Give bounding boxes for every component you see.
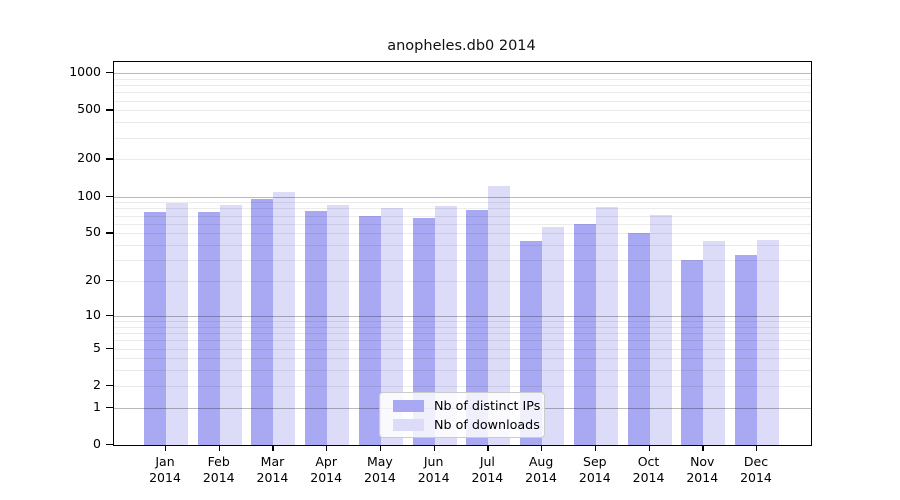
ytick-mark-100 [106,195,113,197]
legend-label-nb-of-downloads: Nb of downloads [434,417,540,432]
ytick-label-500: 500 [77,101,101,117]
bar-nb-of-distinct-ips-mar-2014 [251,198,274,445]
xtick-label-apr-2014: Apr 2014 [310,454,343,485]
bar-nb-of-distinct-ips-nov-2014 [681,260,704,445]
xtick-label-jul-2014: Jul 2014 [471,454,504,485]
chart-title: anopheles.db0 2014 [387,38,536,54]
xtick-mark-nov-2014 [702,445,704,451]
ytick-label-20: 20 [85,272,101,288]
bar-nb-of-distinct-ips-jun-2014 [412,217,435,445]
xtick-label-may-2014: May 2014 [364,454,396,485]
ytick-label-1000: 1000 [69,64,101,79]
bar-nb-of-downloads-dec-2014 [756,240,779,445]
legend-swatch-nb-of-downloads [393,418,424,431]
xtick-label-sep-2014: Sep 2014 [578,454,611,485]
ytick-label-0: 0 [93,436,101,451]
legend-swatch-nb-of-distinct-ips [393,399,424,412]
xtick-label-jun-2014: Jun 2014 [417,454,450,485]
ytick-label-100: 100 [77,187,101,203]
bar-nb-of-downloads-sep-2014 [595,207,618,445]
xtick-mark-jul-2014 [487,445,489,451]
xtick-mark-mar-2014 [272,445,274,451]
ytick-mark-1 [106,406,113,408]
ytick-label-10: 10 [85,306,101,322]
xtick-label-oct-2014: Oct 2014 [632,454,665,485]
bar-nb-of-downloads-jul-2014 [488,185,511,445]
xtick-mark-oct-2014 [648,445,650,451]
bar-nb-of-downloads-apr-2014 [327,204,350,445]
bar-nb-of-distinct-ips-dec-2014 [734,255,757,445]
ytick-mark-0 [106,444,113,446]
ytick-mark-10 [106,314,113,317]
legend: Nb of distinct IPs Nb of downloads [379,392,545,438]
xtick-label-aug-2014: Aug 2014 [525,454,557,485]
ytick-mark-1000 [106,72,113,74]
xtick-label-mar-2014: Mar 2014 [256,454,289,485]
ytick-mark-5 [106,347,113,349]
bar-nb-of-downloads-may-2014 [380,208,403,445]
ytick-label-200: 200 [77,150,101,166]
xtick-mark-dec-2014 [755,445,758,451]
ytick-label-1: 1 [93,398,101,414]
bar-nb-of-distinct-ips-may-2014 [358,216,381,445]
bar-nb-of-distinct-ips-oct-2014 [627,233,650,445]
ytick-label-5: 5 [93,339,101,355]
bar-nb-of-distinct-ips-apr-2014 [305,211,328,445]
ytick-mark-50 [106,232,113,234]
ytick-label-2: 2 [93,376,101,392]
xtick-mark-aug-2014 [541,445,543,451]
bar-nb-of-distinct-ips-feb-2014 [197,211,220,445]
ytick-mark-2 [106,384,113,387]
bars-layer [114,62,811,445]
xtick-mark-feb-2014 [218,445,221,451]
xtick-mark-jan-2014 [165,445,167,451]
bar-nb-of-downloads-nov-2014 [703,241,726,445]
bar-nb-of-downloads-jun-2014 [434,205,457,445]
bar-nb-of-distinct-ips-sep-2014 [573,223,596,445]
bar-nb-of-downloads-feb-2014 [219,204,242,445]
bar-nb-of-downloads-oct-2014 [649,215,672,445]
ytick-mark-20 [106,280,113,282]
bar-nb-of-downloads-jan-2014 [166,202,188,445]
xtick-label-jan-2014: Jan 2014 [149,454,181,485]
plot-area: Nb of distinct IPs Nb of downloads [113,61,812,446]
bar-nb-of-distinct-ips-jul-2014 [466,210,489,445]
xtick-label-dec-2014: Dec 2014 [740,454,772,485]
xtick-mark-apr-2014 [326,445,328,451]
bar-nb-of-distinct-ips-jan-2014 [144,211,166,445]
xtick-mark-may-2014 [379,445,382,451]
xtick-label-nov-2014: Nov 2014 [686,454,719,485]
ytick-mark-200 [106,158,113,160]
legend-row-nb-of-downloads: Nb of downloads [380,417,544,432]
xtick-mark-sep-2014 [594,445,597,451]
xtick-label-feb-2014: Feb 2014 [202,454,235,485]
bar-nb-of-downloads-mar-2014 [273,192,296,445]
legend-row-nb-of-distinct-ips: Nb of distinct IPs [380,398,544,413]
legend-label-nb-of-distinct-ips: Nb of distinct IPs [434,398,541,413]
ytick-mark-500 [106,109,113,111]
xtick-mark-jun-2014 [433,445,435,451]
ytick-label-50: 50 [85,224,101,240]
bar-nb-of-downloads-aug-2014 [542,227,565,445]
